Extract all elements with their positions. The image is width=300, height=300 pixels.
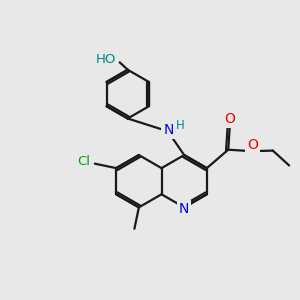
Text: Cl: Cl bbox=[77, 155, 90, 168]
Text: O: O bbox=[224, 112, 235, 126]
Text: H: H bbox=[176, 119, 185, 132]
Text: O: O bbox=[248, 138, 258, 152]
Text: N: N bbox=[163, 123, 174, 137]
Text: N: N bbox=[179, 202, 189, 216]
Text: HO: HO bbox=[96, 53, 116, 66]
